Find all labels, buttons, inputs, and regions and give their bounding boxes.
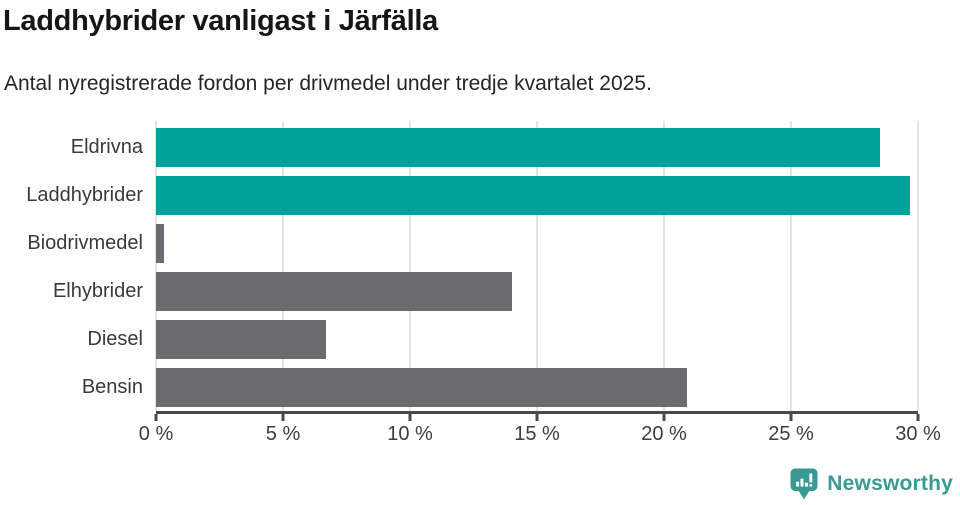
gridline	[917, 121, 919, 411]
axis-tick	[535, 414, 539, 421]
axis-tick-label: 25 %	[768, 423, 814, 445]
gridline	[155, 121, 157, 411]
bar-track	[156, 219, 918, 267]
axis-tick	[916, 414, 920, 421]
bar-track	[156, 363, 918, 411]
chart-row: Biodrivmedel	[0, 219, 918, 267]
axis-tick	[154, 414, 158, 421]
chart-row: Elhybrider	[0, 267, 918, 315]
bar-track	[156, 171, 918, 219]
plot-area: Eldrivna Laddhybrider Biodrivmedel Elhybrid…	[0, 121, 960, 445]
bar-track	[156, 123, 918, 171]
brand-footer: Newsworthy	[790, 468, 953, 500]
chart-subtitle: Antal nyregistrerade fordon per drivmede…	[4, 72, 652, 95]
chart-row: Eldrivna	[0, 123, 918, 171]
bar-track	[156, 315, 918, 363]
x-axis-line	[154, 411, 920, 421]
gridline	[536, 121, 538, 411]
chart-rows: Eldrivna Laddhybrider Biodrivmedel Elhybrid…	[0, 123, 918, 411]
bar-elhybrider	[156, 271, 512, 311]
axis-tick	[281, 414, 285, 421]
category-label: Diesel	[87, 327, 143, 350]
bar-track	[156, 267, 918, 315]
grid-layer	[155, 121, 919, 411]
category-label: Laddhybrider	[26, 183, 143, 206]
axis-tick-label: 15 %	[514, 423, 560, 445]
x-axis-labels: 0 % 5 % 10 % 15 % 20 % 25 % 30 %	[139, 423, 941, 447]
gridline	[663, 121, 665, 411]
bar-diesel	[156, 319, 327, 359]
chart-row: Bensin	[0, 363, 918, 411]
gridline	[790, 121, 792, 411]
bar-biodrivmedel	[156, 223, 164, 263]
chart-title: Laddhybrider vanligast i Järfälla	[3, 5, 438, 37]
axis-tick-label: 0 %	[138, 423, 174, 445]
axis-tick	[662, 414, 666, 421]
category-label: Bensin	[81, 375, 143, 398]
axis-tick-label: 5 %	[265, 423, 301, 445]
chart-row: Laddhybrider	[0, 171, 918, 219]
gridline	[409, 121, 411, 411]
axis-tick	[789, 414, 793, 421]
axis-tick-label: 10 %	[387, 423, 433, 445]
newsworthy-logo-icon	[790, 468, 818, 500]
bar-eldrivna	[156, 127, 880, 167]
axis-tick-label: 20 %	[641, 423, 687, 445]
chart-row: Diesel	[0, 315, 918, 363]
axis-tick-label: 30 %	[895, 423, 941, 445]
category-label: Eldrivna	[70, 135, 143, 158]
axis-tick	[408, 414, 412, 421]
bar-bensin	[156, 367, 687, 407]
gridline	[282, 121, 284, 411]
bar-laddhybrider	[156, 175, 911, 215]
category-label: Elhybrider	[52, 279, 143, 302]
newsworthy-logo-text: Newsworthy	[827, 472, 953, 495]
category-label: Biodrivmedel	[27, 231, 143, 254]
